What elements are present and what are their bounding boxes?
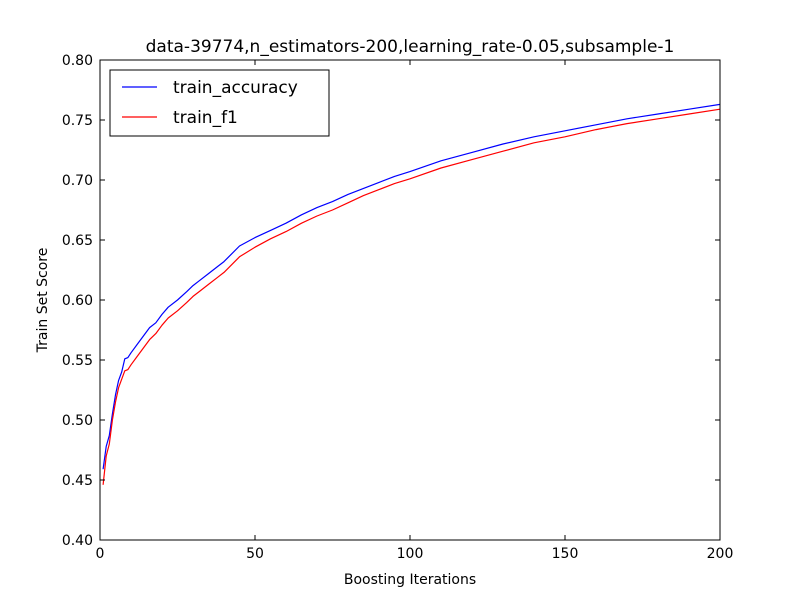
x-tick-label: 150	[552, 546, 579, 562]
legend-label-train-accuracy: train_accuracy	[173, 78, 298, 98]
y-axis-label: Train Set Score	[35, 248, 51, 354]
series-layer	[102, 103, 721, 485]
legend: train_accuracy train_f1	[109, 69, 330, 137]
y-tick-label: 0.75	[62, 113, 93, 129]
y-tick-label: 0.55	[62, 353, 93, 369]
y-tick-label: 0.80	[62, 53, 93, 69]
x-tick-label: 0	[96, 546, 105, 562]
x-axis-label: Boosting Iterations	[344, 572, 476, 588]
legend-label-train-f1: train_f1	[173, 108, 238, 128]
ticks-layer: 0 50 100 150 200 0.40 0.45 0.50 0.55 0.60 0.65 0.70…	[62, 53, 734, 562]
y-tick-label: 0.50	[62, 413, 93, 429]
y-tick-label: 0.65	[62, 233, 93, 249]
legend-box	[109, 69, 330, 137]
x-tick-label: 100	[397, 546, 424, 562]
series-line-train-accuracy	[102, 103, 721, 470]
x-tick-label: 50	[246, 546, 264, 562]
x-tick-label: 200	[707, 546, 734, 562]
y-tick-label: 0.40	[62, 533, 93, 549]
y-tick-label: 0.45	[62, 473, 93, 489]
y-tick-label: 0.60	[62, 293, 93, 309]
chart-title: data-39774,n_estimators-200,learning_rat…	[146, 37, 675, 57]
series-line-train-f1	[102, 108, 721, 485]
y-tick-label: 0.70	[62, 173, 93, 189]
